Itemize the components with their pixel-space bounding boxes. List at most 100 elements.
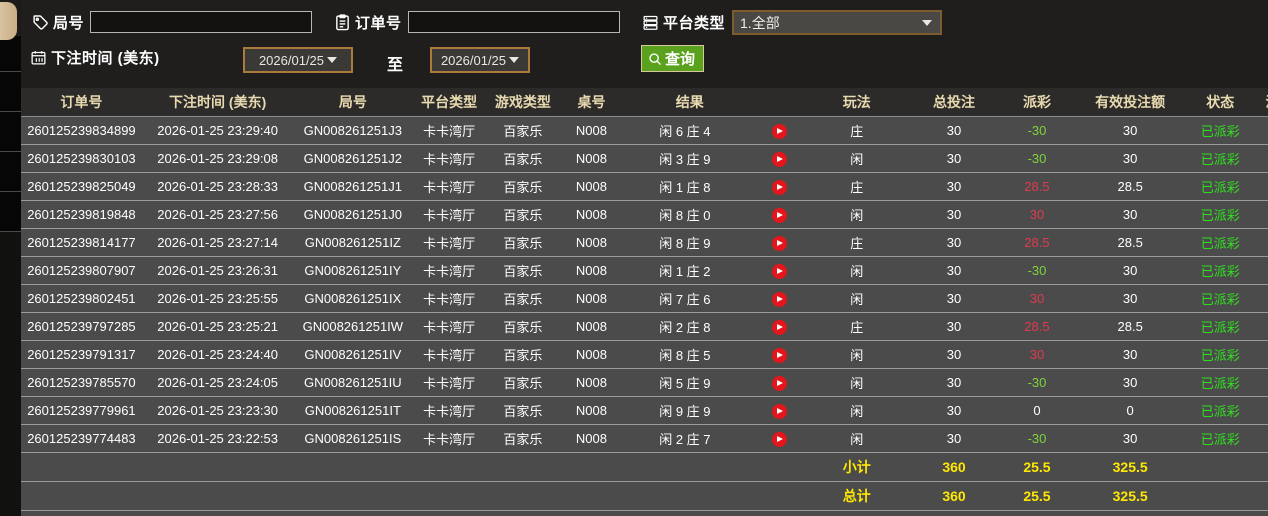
cell-payout: 28.5	[998, 312, 1076, 341]
table-summary-row: 小计 360 25.5 325.5	[21, 452, 1268, 482]
round-no-field: 局号	[31, 11, 313, 33]
play-icon[interactable]	[772, 347, 788, 363]
cell-platform-type: 卡卡湾厅	[412, 200, 486, 229]
play-icon[interactable]	[772, 179, 788, 195]
cell-method: 庄	[803, 116, 910, 145]
collapsed-sidebar[interactable]	[0, 0, 21, 516]
tag-icon	[31, 13, 49, 31]
col-header-platform-type[interactable]: 平台类型	[412, 88, 486, 117]
cell-method: 庄	[803, 228, 910, 257]
play-icon[interactable]	[772, 207, 788, 223]
bet-time-label: 下注时间 (美东)	[51, 50, 160, 67]
summary-label: 小计	[803, 452, 910, 482]
table-row[interactable]: 260125239834899 2026-01-25 23:29:40 GN0082…	[21, 116, 1268, 145]
cell-game-type: 百家乐	[485, 256, 560, 285]
col-header-total-bet[interactable]: 总投注	[909, 88, 999, 117]
sidebar-expand-handle[interactable]	[0, 2, 17, 40]
platform-type-select[interactable]: 1.全部	[732, 10, 943, 35]
play-icon[interactable]	[772, 235, 788, 251]
summary-total-bet: 360	[909, 452, 999, 482]
col-header-result[interactable]: 结果	[623, 88, 757, 117]
col-header-truncated[interactable]: 派	[1256, 88, 1268, 117]
table-row[interactable]: 260125239819848 2026-01-25 23:27:56 GN0082…	[21, 200, 1268, 229]
play-icon[interactable]	[772, 263, 788, 279]
play-icon[interactable]	[772, 431, 788, 447]
table-row[interactable]: 260125239779961 2026-01-25 23:23:30 GN0082…	[21, 396, 1268, 425]
cell-method: 闲	[803, 144, 910, 173]
col-header-round-no[interactable]: 局号	[293, 88, 413, 117]
table-row[interactable]: 260125239814177 2026-01-25 23:27:14 GN0082…	[21, 228, 1268, 257]
summary-valid-bet: 325.5	[1075, 481, 1185, 511]
cell-bet-time: 2026-01-25 23:23:30	[141, 396, 294, 425]
cell-result: 闲 6 庄 4	[623, 116, 757, 145]
order-no-input[interactable]	[407, 11, 620, 33]
table-row[interactable]: 260125239785570 2026-01-25 23:24:05 GN0082…	[21, 368, 1268, 397]
cell-payout: 30	[998, 284, 1076, 313]
cell-status: 已派彩	[1184, 424, 1257, 453]
cell-truncated	[1256, 284, 1268, 313]
chevron-down-icon	[327, 57, 338, 63]
col-header-method[interactable]: 玩法	[803, 88, 910, 117]
cell-order-no: 260125239774483	[21, 424, 142, 453]
col-header-bet-time[interactable]: 下注时间 (美东)	[141, 88, 294, 117]
play-icon[interactable]	[772, 123, 788, 139]
play-icon[interactable]	[772, 151, 788, 167]
cell-method: 闲	[803, 340, 910, 369]
round-no-input[interactable]	[90, 11, 313, 33]
col-header-valid-bet[interactable]: 有效投注额	[1075, 88, 1185, 117]
table-row[interactable]: 260125239825049 2026-01-25 23:28:33 GN0082…	[21, 172, 1268, 201]
cell-table-no: N008	[559, 396, 624, 425]
col-header-status[interactable]: 状态	[1184, 88, 1257, 117]
play-icon[interactable]	[772, 291, 788, 307]
table-row[interactable]: 260125239830103 2026-01-25 23:29:08 GN0082…	[21, 144, 1268, 173]
summary-spacer	[623, 481, 757, 511]
play-icon[interactable]	[772, 403, 788, 419]
cell-truncated	[1256, 144, 1268, 173]
table-row[interactable]: 260125239807907 2026-01-25 23:26:31 GN0082…	[21, 256, 1268, 285]
cell-round-no: GN008261251J1	[293, 172, 413, 201]
table-row[interactable]: 260125239774483 2026-01-25 23:22:53 GN0082…	[21, 424, 1268, 453]
cell-game-type: 百家乐	[485, 200, 560, 229]
summary-spacer	[1184, 481, 1257, 511]
sidebar-segment[interactable]	[0, 192, 21, 232]
cell-payout: 30	[998, 200, 1076, 229]
query-button-label: 查询	[665, 51, 696, 68]
cell-status: 已派彩	[1184, 284, 1257, 313]
bet-time-from-datepicker[interactable]: 2026/01/25	[243, 47, 353, 73]
col-header-payout[interactable]: 派彩	[998, 88, 1076, 117]
cell-replay	[756, 256, 804, 285]
table-row[interactable]: 260125239791317 2026-01-25 23:24:40 GN0082…	[21, 340, 1268, 369]
cell-payout: -30	[998, 116, 1076, 145]
cell-method: 闲	[803, 396, 910, 425]
cell-bet-time: 2026-01-25 23:24:40	[141, 340, 294, 369]
cell-replay	[756, 144, 804, 173]
sidebar-segment	[0, 232, 21, 516]
cell-status: 已派彩	[1184, 256, 1257, 285]
col-header-table-no[interactable]: 桌号	[559, 88, 624, 117]
summary-spacer	[1184, 452, 1257, 482]
sidebar-segment[interactable]	[0, 112, 21, 152]
cell-method: 庄	[803, 172, 910, 201]
query-button[interactable]: 查询	[641, 45, 705, 72]
sidebar-segment[interactable]	[0, 152, 21, 192]
table-row[interactable]: 260125239797285 2026-01-25 23:25:21 GN0082…	[21, 312, 1268, 341]
table-row[interactable]: 260125239802451 2026-01-25 23:25:55 GN0082…	[21, 284, 1268, 313]
sidebar-segment[interactable]	[0, 36, 21, 72]
cell-truncated	[1256, 340, 1268, 369]
cell-round-no: GN008261251IS	[293, 424, 413, 453]
cell-game-type: 百家乐	[485, 144, 560, 173]
cell-truncated	[1256, 172, 1268, 201]
summary-spacer	[485, 452, 560, 482]
col-header-order-no[interactable]: 订单号	[21, 88, 142, 117]
bet-time-to-datepicker[interactable]: 2026/01/25	[430, 47, 530, 73]
cell-bet-time: 2026-01-25 23:25:21	[141, 312, 294, 341]
cell-status: 已派彩	[1184, 396, 1257, 425]
sidebar-segment[interactable]	[0, 72, 21, 112]
orders-table-container: 订单号 下注时间 (美东) 局号 平台类型 游戏类型 桌号 结果 玩法 总投注 …	[21, 88, 1268, 516]
cell-method: 闲	[803, 368, 910, 397]
play-icon[interactable]	[772, 319, 788, 335]
play-icon[interactable]	[772, 375, 788, 391]
cell-result: 闲 2 庄 8	[623, 312, 757, 341]
platform-type-field: 平台类型 1.全部	[641, 10, 943, 35]
col-header-game-type[interactable]: 游戏类型	[485, 88, 560, 117]
